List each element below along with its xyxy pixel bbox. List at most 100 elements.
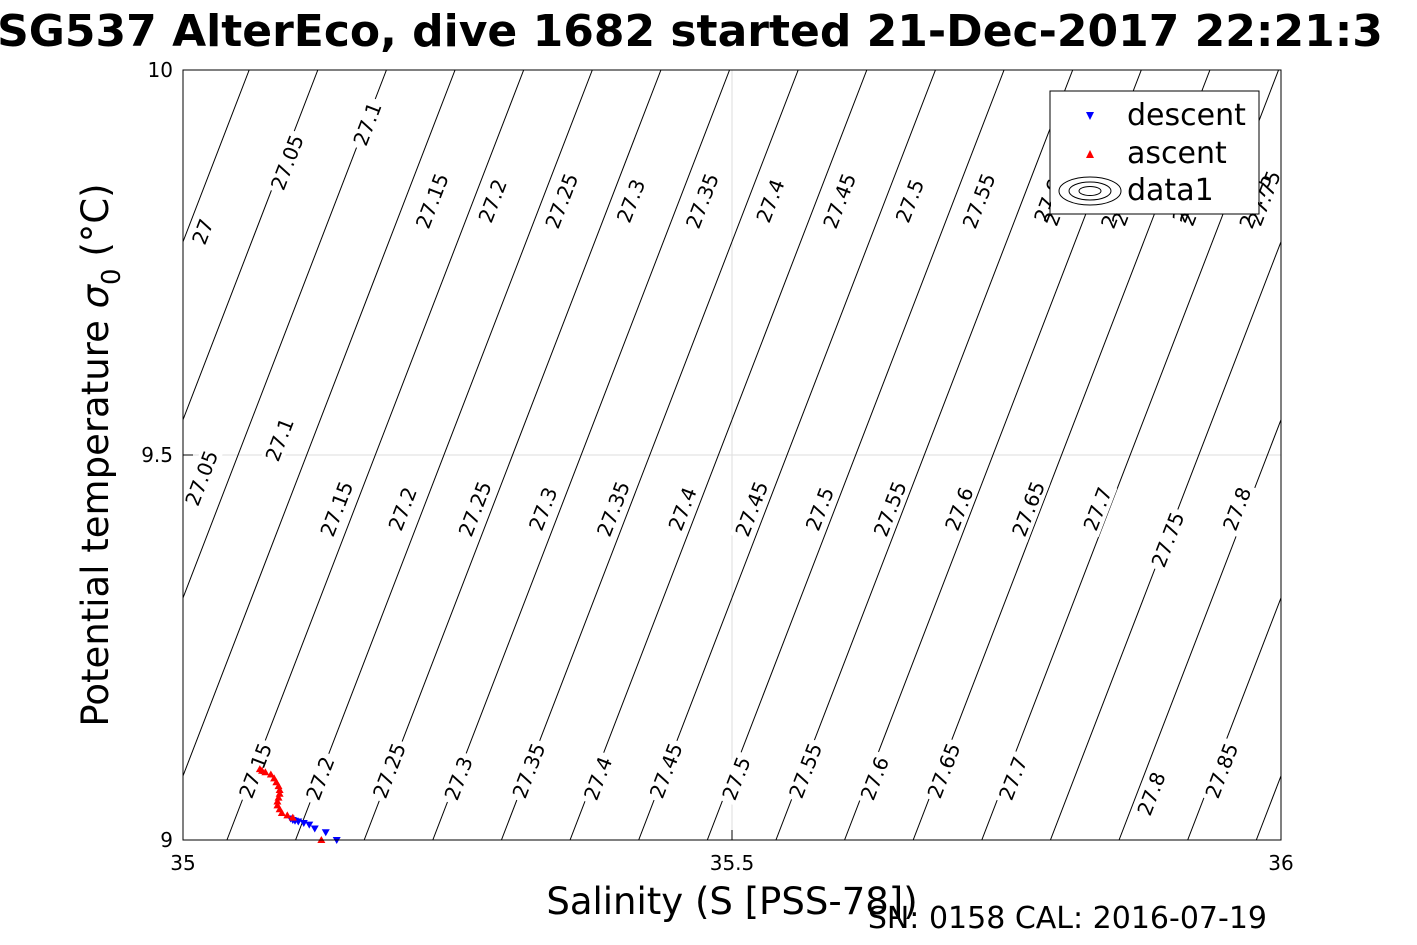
- legend-fill: [1051, 92, 1258, 213]
- contour-label-bg: [473, 172, 513, 230]
- contour-line: [183, 70, 250, 244]
- contour-label-bg: [260, 411, 300, 468]
- x-tick-label: 35.5: [710, 851, 755, 875]
- contour-label-bg: [817, 167, 862, 235]
- contour-label-bg: [783, 737, 828, 805]
- contour-label-bg: [315, 475, 359, 543]
- contour-line: [1118, 418, 1281, 840]
- y-tick-label: 9: [160, 828, 173, 852]
- ascent-marker: [283, 811, 292, 819]
- x-axis-label: Salinity (S [PSS-78]): [546, 880, 917, 923]
- descent-marker: [321, 829, 330, 837]
- contour-label-bg: [680, 167, 725, 235]
- y-tick-label: 9.5: [141, 443, 173, 467]
- contour-label-bg: [233, 737, 278, 805]
- contour-label-bg: [800, 480, 840, 538]
- contour-label-bg: [453, 475, 497, 543]
- legend: 27.27.27.27.75 descent ascent data1: [1039, 90, 1286, 229]
- contour-label-bg: [410, 167, 454, 235]
- contour-label-bg: [868, 475, 912, 543]
- contour-line: [183, 70, 456, 778]
- contour-label-bg: [993, 750, 1033, 807]
- axis-ticks: 35 35.5 36 9 9.5 10: [141, 58, 1294, 875]
- y-axis-label: Potential temperature σ0 (°C): [74, 183, 127, 726]
- descent-marker: [299, 820, 308, 828]
- contour-line: [500, 70, 799, 840]
- contour-label: 27.7: [1078, 480, 1118, 538]
- contour-label-bg: [578, 750, 618, 807]
- ascent-marker: [272, 778, 281, 786]
- contour-line: [1325, 70, 1417, 840]
- ascent-marker: [273, 801, 282, 809]
- ascent-marker: [274, 782, 283, 790]
- svg-text:Potential temperature σ0 (°C): Potential temperature σ0 (°C): [74, 183, 127, 726]
- contour-label-bg: [855, 750, 895, 807]
- legend-data1-label: data1: [1127, 173, 1214, 208]
- contour-line: [706, 70, 1005, 840]
- contour-label-bg: [890, 172, 930, 230]
- ascent-marker: [277, 809, 286, 817]
- descent-marker: [305, 821, 314, 829]
- data-markers: [255, 765, 341, 844]
- contour-label-bg: [1078, 480, 1118, 538]
- contour-line: [183, 70, 387, 600]
- legend-ascent-marker: [1086, 150, 1094, 158]
- contour-line: [569, 70, 868, 840]
- contour-label-bg: [1146, 506, 1190, 574]
- contour-label-bg: [347, 95, 388, 153]
- contour-label-bg: [591, 475, 636, 543]
- contour-label-bg: [1131, 765, 1172, 823]
- sigma-subscript: 0: [97, 268, 127, 285]
- contour-label-bg: [507, 737, 551, 805]
- contour-label-bg: [367, 737, 412, 805]
- contour-label-bg: [957, 167, 1001, 235]
- density-contours: [183, 70, 1417, 840]
- contour-label-bg: [750, 172, 791, 230]
- ascent-marker: [275, 805, 284, 813]
- ascent-marker: [275, 785, 284, 793]
- contour-label-bg: [644, 737, 688, 805]
- contour-label-bg: [922, 737, 966, 805]
- ascent-marker: [274, 793, 283, 801]
- legend-descent-label: descent: [1127, 98, 1246, 133]
- legend-descent-marker: [1086, 112, 1094, 120]
- contour-label-bg: [611, 172, 651, 230]
- y-axis-label-text: Potential temperature: [74, 308, 117, 726]
- contour-line: [1187, 596, 1281, 840]
- contour-label-bg: [187, 214, 219, 250]
- ascent-marker: [266, 770, 275, 778]
- contour-label-bg: [730, 475, 774, 543]
- contour-label-bg: [1200, 737, 1244, 805]
- ascent-marker: [275, 789, 284, 797]
- contour-label-bg: [382, 480, 423, 538]
- x-tick-label: 36: [1268, 851, 1293, 875]
- contour-label-bg: [523, 480, 563, 538]
- contour-line: [775, 70, 1074, 840]
- contour-label-bg: [662, 480, 703, 538]
- ascent-marker: [288, 813, 297, 821]
- ascent-marker: [270, 774, 279, 782]
- contour-line: [638, 70, 936, 840]
- footer-calibration: SN: 0158 CAL: 2016-07-19: [868, 901, 1267, 936]
- contour-label-bg: [939, 480, 979, 538]
- contour-line: [226, 70, 525, 840]
- contour-label-bg: [540, 167, 584, 235]
- contour-line: [1049, 240, 1281, 840]
- contour-line: [1394, 70, 1417, 840]
- contour-label-bg: [1006, 475, 1051, 543]
- contour-line: [363, 70, 662, 840]
- ascent-marker: [273, 797, 282, 805]
- y-axis-unit: (°C): [74, 183, 117, 268]
- contour-line: [183, 70, 319, 422]
- chart-title: SG537 AlterEco, dive 1682 started 21-Dec…: [0, 6, 1383, 57]
- y-tick-label: 10: [148, 58, 173, 82]
- contour-label-bg: [438, 750, 479, 807]
- descent-marker: [310, 825, 319, 833]
- contour-label-bg: [1217, 480, 1257, 538]
- contour-label-bg: [716, 750, 757, 807]
- contour-line: [295, 70, 593, 840]
- legend-contour-icon: [1058, 176, 1122, 206]
- ascent-marker: [255, 765, 264, 773]
- contour-line: [432, 70, 731, 840]
